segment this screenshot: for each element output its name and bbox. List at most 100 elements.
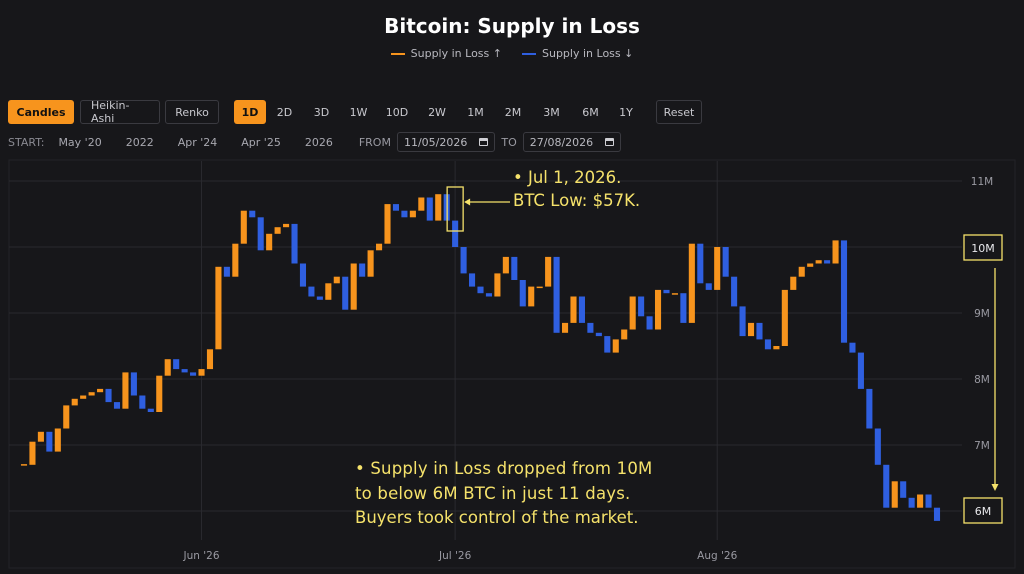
candle [435,194,442,221]
period-2w-button[interactable]: 2W [428,105,446,119]
period-1w-button[interactable]: 1W [349,105,368,119]
from-date-field[interactable]: 11/05/2026 [396,132,496,152]
candle [764,339,771,350]
candle [97,388,104,393]
candle [325,283,332,300]
candle [756,322,763,340]
period-3d-button[interactable]: 3D [313,105,330,119]
chart-type-heikin-ashi-button[interactable]: Heikin-Ashi [80,99,160,125]
candle [553,256,560,333]
period-2m-button[interactable]: 2M [504,105,522,119]
annotation-overlay: 10M 6M [446,186,1003,524]
quick-range-2026[interactable]: 2026 [304,135,333,149]
period-3m-button[interactable]: 3M [543,105,560,119]
candle [646,316,653,330]
candle [722,247,729,277]
candle [376,243,383,251]
candle [798,266,805,277]
candle [612,339,619,353]
candle [900,481,907,498]
date-range-bar: START: May '20 2022 Apr '24 Apr '25 2026… [8,132,622,152]
period-2d-button[interactable]: 2D [276,105,293,119]
candle [37,431,44,442]
candle [452,220,459,247]
candle [139,395,146,409]
quick-range-apr24[interactable]: Apr '24 [177,135,218,149]
to-date-value: 27/08/2026 [529,135,594,149]
candle [190,372,197,376]
candle [511,256,518,280]
candle [20,464,28,466]
candle [494,273,501,297]
from-label: FROM [358,135,391,149]
candle [181,369,188,373]
candle [88,392,95,396]
period-6m-button[interactable]: 6M [582,105,599,119]
annotation-bottom-line2: to below 6M BTC in just 11 days. [355,484,631,503]
calendar-icon[interactable] [605,138,615,146]
candle [257,217,264,251]
legend-item-up[interactable]: Supply in Loss ↑ [390,47,502,60]
candle [731,276,738,307]
candle [401,210,408,218]
candle [130,372,137,396]
candle [536,286,543,289]
candle [595,332,602,337]
period-1m-button[interactable]: 1M [467,105,484,119]
candle [392,204,400,211]
x-tick-label: Aug '26 [697,550,737,562]
to-date-field[interactable]: 27/08/2026 [522,132,622,152]
candle [164,359,171,376]
candle [705,283,712,290]
candle [680,293,687,323]
candle [173,359,180,370]
candle [291,223,298,264]
candle [519,280,526,307]
candle [299,263,307,287]
calendar-icon[interactable] [479,138,489,146]
candle [739,306,746,337]
candles [20,194,941,521]
candle [105,388,112,403]
chart-type-candles-button[interactable]: Candles [8,100,74,124]
candle [426,197,433,221]
candle [714,247,721,290]
legend-label-down: Supply in Loss ↓ [542,47,634,60]
quick-range-may20[interactable]: May '20 [58,135,102,149]
quick-range-2022[interactable]: 2022 [125,135,154,149]
grid-lines [9,161,962,540]
candle [832,240,839,264]
candle [418,197,425,211]
legend-swatch-up [390,52,405,55]
plot-frame [8,159,1016,569]
candle [697,243,704,284]
chart-type-renko-button[interactable]: Renko [165,100,219,124]
y-tick-label: 8M [974,374,990,386]
legend-item-down[interactable]: Supply in Loss ↓ [522,47,633,60]
legend-label-up: Supply in Loss ↑ [410,47,502,60]
chart-toolbar: Candles Heikin-Ashi Renko 1D 2D 3D 1W 10… [8,99,702,125]
candle [561,322,569,333]
candle [308,286,315,297]
period-1d-button[interactable]: 1D [234,100,266,124]
candle [629,296,636,330]
period-1y-button[interactable]: 1Y [619,105,633,119]
reset-button[interactable]: Reset [656,100,702,124]
candle [249,210,256,218]
candle [350,263,357,310]
y-tick-label: 7M [974,440,990,452]
candle [747,322,755,337]
candle [333,276,340,284]
candle [80,395,87,399]
quick-range-apr25[interactable]: Apr '25 [241,135,281,149]
period-10d-button[interactable]: 10D [385,105,409,119]
candle [908,497,915,508]
candle [773,346,780,350]
candle [781,289,788,346]
candle [384,204,391,244]
label-10m: 10M [971,242,995,255]
chart-title: Bitcoin: Supply in Loss [384,14,640,38]
candle [815,260,822,264]
candle [840,240,848,343]
candle [891,481,898,508]
